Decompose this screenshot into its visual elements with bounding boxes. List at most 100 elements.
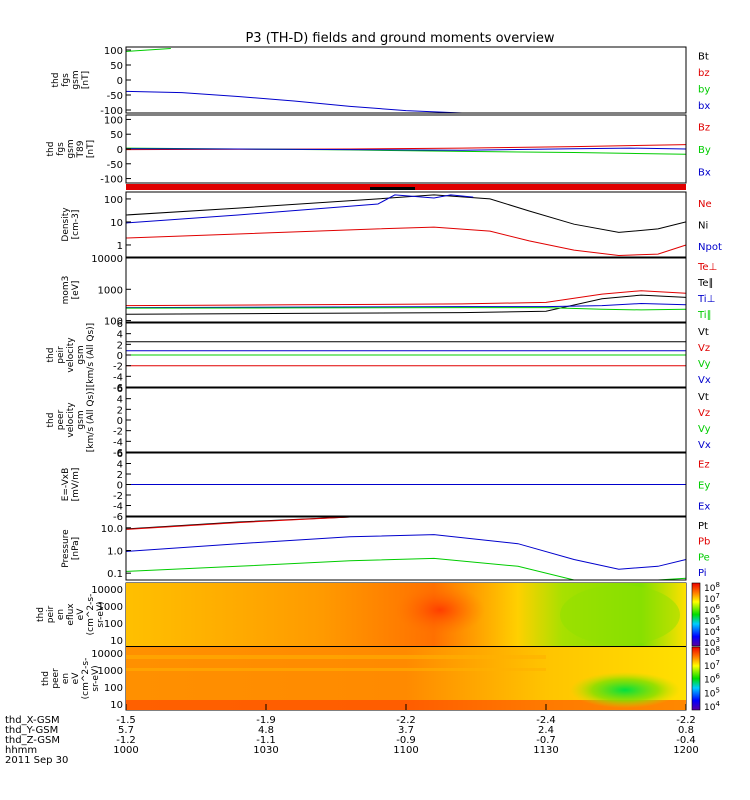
y-tick-label: -4 [113, 502, 123, 513]
colorbar-tick-label: 107 [704, 659, 720, 672]
y-tick-label: 100 [104, 46, 123, 57]
y-tick-label: 100 [104, 115, 123, 126]
y-label-line: thd [36, 607, 46, 622]
y-tick-label: -100 [100, 175, 123, 186]
y-tick-label: 1000 [98, 602, 123, 613]
colorbar-tick-label: 106 [704, 673, 720, 686]
series-Te∥ [125, 294, 687, 315]
colorbar-exponent: 5 [715, 614, 719, 622]
y-label-line: Pressure [61, 529, 71, 568]
plot-frame [125, 191, 687, 258]
plot-area [126, 517, 686, 580]
spectrogram-ion-image [126, 583, 686, 646]
x-row-value: -0.7 [536, 735, 556, 746]
x-row-label: thd_X-GSM [5, 715, 60, 726]
date-label: 2011 Sep 30 [5, 755, 68, 766]
series-Pb [125, 516, 351, 530]
x-row-value: -1.5 [116, 715, 136, 726]
y-label-line: [nT] [81, 71, 91, 89]
colorbar-exponent: 7 [715, 659, 719, 667]
y-tick-label: -6 [113, 512, 123, 523]
y-tick-label: 50 [110, 130, 123, 141]
y-tick-label: 100 [104, 317, 123, 328]
y-label-line: eflux [66, 603, 76, 626]
y-label-line: T89 [76, 140, 86, 158]
y-label-line: gsm [76, 410, 86, 429]
x-row-value: 1030 [253, 745, 278, 756]
y-axis-label: thd peer velocity gsm [km/s (All Qs)] [46, 388, 96, 452]
x-row-value: -2.2 [676, 715, 696, 726]
y-tick-label: 100 [104, 619, 123, 630]
colorbar-exponent: 4 [715, 700, 720, 708]
quality-flag-bar [126, 184, 686, 190]
y-axis-label: thd peir en eflux eV (cm^2-s-sr-eV) [36, 594, 106, 636]
y-label-line: (cm^2-s- [86, 594, 96, 636]
y-tick-label: 0 [117, 416, 123, 427]
legend-1: Vz [698, 408, 710, 419]
y-tick-label: -50 [107, 160, 123, 171]
y-label-line: Density [61, 207, 71, 242]
y-label-line: [km/s (All Qs)] [86, 323, 96, 387]
x-row-value: 0.8 [678, 725, 694, 736]
y-tick-label: 0.1 [107, 569, 123, 580]
x-row-value: 4.8 [258, 725, 274, 736]
plot-frame [125, 257, 687, 323]
legend-2: by [698, 84, 710, 95]
legend-3: Vx [698, 375, 711, 386]
legend-0: Bz [698, 122, 710, 133]
y-tick-label: 0 [117, 145, 123, 156]
legend-1: By [698, 145, 711, 156]
y-tick-label: -2 [113, 491, 123, 502]
x-row-value: 1000 [113, 745, 138, 756]
y-label-line: [eV] [71, 281, 81, 300]
y-tick-label: 6 [117, 449, 123, 460]
y-label-line: gsm [76, 345, 86, 364]
y-tick-label: 2 [117, 470, 123, 481]
colorbar-exponent: 6 [715, 603, 720, 611]
y-tick-label: 4 [117, 395, 123, 406]
x-row-label: hhmm [5, 745, 37, 756]
series-Ne [125, 226, 687, 257]
y-tick-label: 1 [117, 241, 123, 252]
figure-title: P3 (TH-D) fields and ground moments over… [245, 31, 554, 46]
legend-2: Pe [698, 552, 710, 563]
y-label-line: (cm^2-s- [81, 658, 91, 700]
panel-8: 10.0 1.0 0.1 Pressure [nPa] Pt Pb Pe Pi [61, 516, 710, 581]
panel-4: 10000 1000 100 mom3 [eV] Te⊥ Te∥ Ti⊥ Ti∥ [61, 254, 717, 328]
x-row-value: -1.2 [116, 735, 136, 746]
legend-0: Ne [698, 199, 712, 210]
series-Ni [125, 194, 687, 233]
y-tick-label: 10.0 [101, 524, 123, 535]
series-bx [125, 90, 463, 114]
y-label-line: gsm [66, 139, 76, 158]
y-label-line: peir [46, 605, 56, 623]
y-label-line: en [61, 673, 71, 684]
y-label-line: velocity [66, 402, 76, 438]
y-label-line: E=-VxB [61, 468, 71, 502]
y-tick-label: -4 [113, 372, 123, 383]
x-row-label: thd_Y-GSM [5, 725, 58, 736]
series-Npot [125, 194, 474, 224]
y-tick-label: 2 [117, 405, 123, 416]
x-row-value: 1200 [673, 745, 698, 756]
y-label-line: [cm-3] [71, 210, 81, 240]
y-tick-label: 10000 [91, 649, 123, 660]
y-tick-label: 6 [117, 384, 123, 395]
legend-1: Ey [698, 481, 710, 492]
y-tick-label: -6 [113, 383, 123, 394]
y-tick-label: -100 [100, 106, 123, 117]
plot-area [126, 192, 686, 257]
y-label-line: sr-eV) [91, 665, 101, 691]
y-tick-label: 2 [117, 340, 123, 351]
x-row-label: thd_Z-GSM [5, 735, 60, 746]
y-axis-label: Density [cm-3] [61, 207, 81, 242]
y-tick-label: -2 [113, 362, 123, 373]
panel-3: 100 10 1 Density [cm-3] Ne Ni Npot [61, 191, 722, 258]
y-axis-label: thd fgs gsm [nT] [51, 70, 91, 89]
colorbar-exponent: 4 [715, 625, 720, 633]
y-tick-label: -50 [107, 91, 123, 102]
legend-0: Vt [698, 392, 709, 403]
y-label-line: mom3 [61, 276, 71, 305]
series-by [125, 48, 171, 52]
series-Pi [125, 534, 687, 570]
